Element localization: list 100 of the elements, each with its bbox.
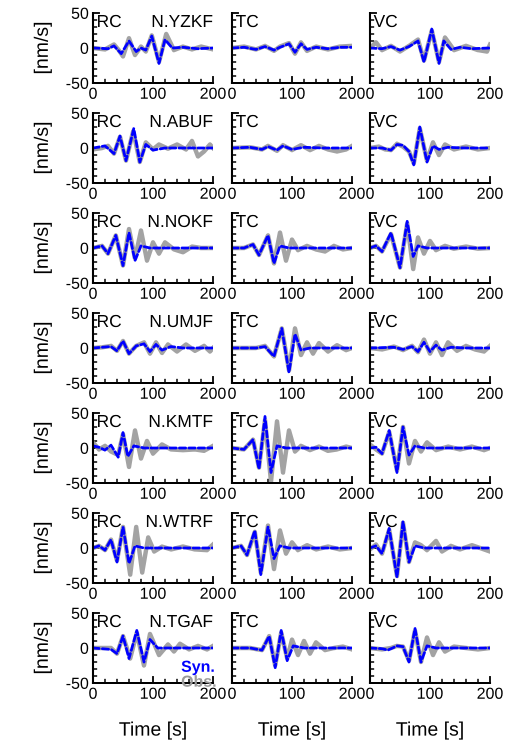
x-tick-label: 0 — [89, 688, 97, 699]
x-tick-label: 100 — [140, 488, 166, 499]
x-tick-label: 100 — [140, 388, 166, 399]
annotation: RC — [98, 614, 122, 628]
x-tick-label: 0 — [89, 588, 97, 599]
x-tick-label: 200 — [339, 688, 365, 699]
y-tick-label: 50 — [72, 508, 88, 519]
x-tick-label: 0 — [366, 688, 374, 699]
x-tick-label: 100 — [418, 288, 443, 299]
x-tick-label: 100 — [140, 588, 166, 599]
annotation: VC — [374, 14, 398, 28]
x-tick-label: 100 — [418, 88, 443, 99]
x-tick-label: 0 — [228, 688, 236, 699]
x-tick-label: 0 — [228, 88, 236, 99]
x-tick-label: 200 — [200, 288, 226, 299]
x-tick-label: 100 — [140, 188, 166, 199]
x-tick-label: 200 — [200, 88, 226, 99]
x-tick-label: 100 — [418, 388, 443, 399]
annotation: VC — [374, 114, 398, 128]
y-axis-title: [nm/s] — [34, 522, 52, 574]
y-tick-label: 0 — [80, 142, 88, 154]
x-tick-label: 100 — [418, 688, 443, 699]
x-tick-label: 100 — [418, 588, 443, 599]
line-series — [93, 431, 213, 458]
annotation: TC — [236, 514, 258, 528]
y-tick-label: 50 — [72, 308, 88, 319]
x-tick-label: 100 — [280, 388, 305, 399]
annotation: RC — [98, 214, 122, 228]
annotation: VC — [374, 214, 398, 228]
y-tick-label: 0 — [80, 442, 88, 454]
y-tick-label: 0 — [80, 642, 88, 654]
x-tick-label: 200 — [477, 88, 503, 99]
y-tick-label: -50 — [66, 678, 88, 689]
annotation: RC — [98, 414, 122, 428]
annotation: RC — [98, 114, 122, 128]
x-tick-label: 0 — [89, 188, 97, 199]
y-axis-title: [nm/s] — [34, 122, 52, 174]
x-tick-label: 200 — [200, 488, 226, 499]
annotation: VC — [374, 414, 398, 428]
annotation: VC — [374, 314, 398, 328]
annotation: TC — [236, 114, 258, 128]
y-tick-label: 0 — [80, 342, 88, 354]
x-tick-label: 100 — [140, 688, 166, 699]
x-tick-label: 200 — [477, 488, 503, 499]
x-tick-label: 0 — [366, 388, 374, 399]
x-tick-label: 200 — [339, 488, 365, 499]
annotation: N.UMJF — [150, 315, 212, 328]
annotation: N.ABUF — [150, 115, 212, 128]
y-tick-label: 0 — [80, 42, 88, 54]
x-tick-label: 0 — [366, 188, 374, 199]
y-axis-title: [nm/s] — [34, 222, 52, 274]
x-tick-label: 100 — [418, 488, 443, 499]
x-tick-label: 0 — [89, 288, 97, 299]
x-tick-label: 200 — [339, 188, 365, 199]
annotation: N.NOKF — [148, 214, 212, 228]
x-tick-label: 0 — [366, 488, 374, 499]
x-tick-label: 0 — [228, 288, 236, 299]
x-axis-title: Time [s] — [119, 722, 186, 740]
x-tick-label: 200 — [477, 588, 503, 599]
y-axis-title: [nm/s] — [34, 322, 52, 374]
x-tick-label: 100 — [140, 88, 166, 99]
x-tick-label: 200 — [339, 88, 365, 99]
annotation: TC — [236, 214, 258, 228]
y-tick-label: 50 — [72, 208, 88, 219]
y-tick-label: 50 — [72, 108, 88, 119]
y-axis-title: [nm/s] — [34, 622, 52, 674]
x-axis-title: Time [s] — [396, 722, 463, 740]
x-axis-title: Time [s] — [258, 722, 325, 740]
x-tick-label: 0 — [228, 588, 236, 599]
x-tick-label: 100 — [280, 488, 305, 499]
y-tick-label: -50 — [66, 78, 88, 89]
x-tick-label: 0 — [366, 588, 374, 599]
y-axis-title: [nm/s] — [34, 22, 52, 74]
annotation: RC — [98, 514, 122, 528]
x-tick-label: 0 — [89, 88, 97, 99]
y-tick-label: -50 — [66, 178, 88, 189]
line-series — [93, 526, 213, 565]
x-tick-label: 100 — [280, 188, 305, 199]
x-tick-label: 100 — [280, 88, 305, 99]
x-tick-label: 200 — [200, 588, 226, 599]
x-tick-label: 100 — [280, 588, 305, 599]
annotation: RC — [98, 14, 122, 28]
x-tick-label: 0 — [228, 488, 236, 499]
y-axis-title: [nm/s] — [34, 422, 52, 474]
x-tick-label: 100 — [418, 188, 443, 199]
x-tick-label: 200 — [477, 388, 503, 399]
x-tick-label: 200 — [200, 188, 226, 199]
y-tick-label: 0 — [80, 242, 88, 254]
annotation: TC — [236, 314, 258, 328]
x-tick-label: 200 — [200, 388, 226, 399]
annotation: N.KMTF — [150, 415, 212, 427]
x-tick-label: 100 — [280, 688, 305, 699]
x-tick-label: 0 — [228, 188, 236, 199]
y-tick-label: 50 — [72, 408, 88, 419]
x-tick-label: 200 — [477, 288, 503, 299]
x-tick-label: 0 — [228, 388, 236, 399]
annotation: N.TGAF — [150, 614, 212, 628]
x-tick-label: 200 — [477, 188, 503, 199]
x-tick-label: 0 — [366, 88, 374, 99]
annotation: VC — [374, 514, 398, 528]
